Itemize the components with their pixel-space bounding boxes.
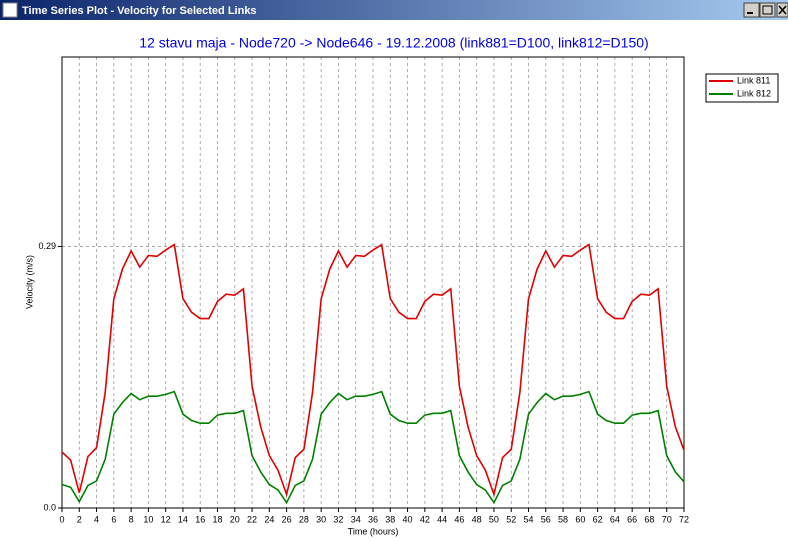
x-axis-label: Time (hours) — [348, 526, 399, 536]
x-tick-label: 72 — [679, 514, 689, 524]
series-line — [61, 243, 685, 498]
x-tick-label: 52 — [506, 514, 516, 524]
x-tick-label: 0 — [59, 514, 64, 524]
x-tick-label: 12 — [161, 514, 171, 524]
title-bar — [0, 0, 788, 20]
close-icon — [778, 5, 787, 15]
window-buttons[interactable] — [743, 2, 788, 18]
x-tick-label: 54 — [523, 514, 533, 524]
x-tick-label: 26 — [282, 514, 292, 524]
x-tick-label: 48 — [472, 514, 482, 524]
x-tick-label: 20 — [230, 514, 240, 524]
x-tick-label: 16 — [195, 514, 205, 524]
legend-label: Link 812 — [737, 88, 771, 98]
x-tick-label: 42 — [420, 514, 430, 524]
x-tick-label: 36 — [368, 514, 378, 524]
x-tick-label: 30 — [316, 514, 326, 524]
x-tick-label: 4 — [94, 514, 99, 524]
x-tick-label: 8 — [129, 514, 134, 524]
x-tick-label: 70 — [662, 514, 672, 524]
x-tick-label: 44 — [437, 514, 447, 524]
x-tick-label: 38 — [385, 514, 395, 524]
x-tick-label: 24 — [264, 514, 274, 524]
app-icon — [2, 2, 18, 18]
y-tick-label: 0.29 — [38, 241, 56, 251]
x-tick-label: 62 — [593, 514, 603, 524]
x-tick-label: 50 — [489, 514, 499, 524]
legend — [705, 73, 779, 103]
x-tick-label: 2 — [77, 514, 82, 524]
maximize-button[interactable] — [759, 2, 776, 18]
x-tick-label: 60 — [575, 514, 585, 524]
legend-label: Link 811 — [737, 75, 770, 85]
x-tick-label: 28 — [299, 514, 309, 524]
maximize-icon — [762, 5, 773, 15]
x-tick-label: 64 — [610, 514, 620, 524]
x-tick-label: 34 — [351, 514, 361, 524]
x-tick-label: 14 — [178, 514, 188, 524]
y-axis-label: Velocity (m/s) — [24, 255, 34, 309]
x-tick-label: 68 — [644, 514, 654, 524]
x-tick-label: 56 — [541, 514, 551, 524]
chart-title: 12 stavu maja - Node720 -> Node646 - 19.… — [139, 35, 648, 51]
window-title: Time Series Plot - Velocity for Selected… — [22, 5, 257, 17]
x-tick-label: 32 — [333, 514, 343, 524]
minimize-button[interactable] — [743, 2, 760, 18]
y-tick-label: 0.0 — [43, 502, 56, 512]
x-tick-label: 66 — [627, 514, 637, 524]
x-tick-label: 46 — [454, 514, 464, 524]
x-tick-label: 40 — [403, 514, 413, 524]
x-tick-label: 6 — [111, 514, 116, 524]
x-tick-label: 58 — [558, 514, 568, 524]
x-tick-label: 10 — [143, 514, 153, 524]
x-tick-label: 18 — [212, 514, 222, 524]
series-line — [61, 390, 685, 505]
x-tick-label: 22 — [247, 514, 257, 524]
plot-frame — [61, 56, 685, 509]
